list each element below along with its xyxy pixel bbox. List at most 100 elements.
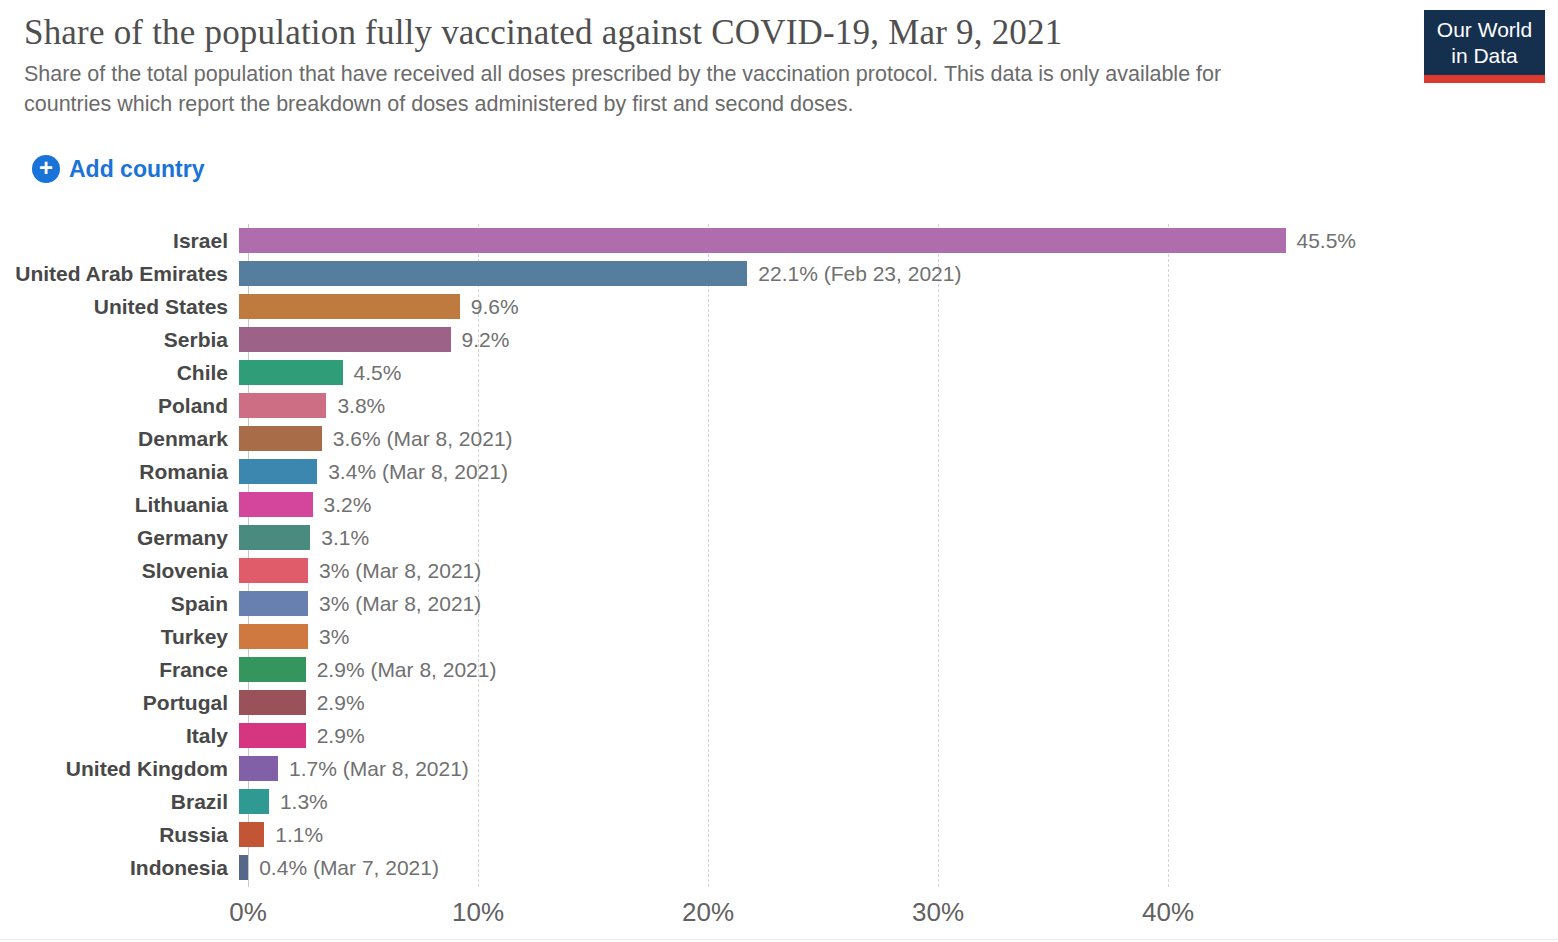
bar[interactable] — [239, 690, 306, 715]
bar-value-label: 2.9% — [317, 691, 365, 715]
chart-row: Serbia 9.2% — [0, 323, 1558, 356]
chart-row: Chile 4.5% — [0, 356, 1558, 389]
x-tick-label: 10% — [452, 897, 504, 928]
bar[interactable] — [239, 624, 308, 649]
country-label: Slovenia — [0, 559, 238, 583]
bar-value-label: 4.5% — [354, 361, 402, 385]
country-label: Brazil — [0, 790, 238, 814]
bar-value-label: 45.5% — [1297, 229, 1357, 253]
x-tick-label: 0% — [229, 897, 267, 928]
bar[interactable] — [239, 657, 306, 682]
chart-row: France 2.9% (Mar 8, 2021) — [0, 653, 1558, 686]
bar-value-label: 3.8% — [337, 394, 385, 418]
country-label: France — [0, 658, 238, 682]
chart-subtitle: Share of the total population that have … — [24, 59, 1299, 119]
bar[interactable] — [239, 393, 326, 418]
page-title: Share of the population fully vaccinated… — [24, 10, 1404, 56]
owid-logo-line1: Our World — [1428, 17, 1541, 43]
chart-row: Spain 3% (Mar 8, 2021) — [0, 587, 1558, 620]
country-label: Russia — [0, 823, 238, 847]
bar-value-label: 3% (Mar 8, 2021) — [319, 559, 481, 583]
bar-value-label: 3.6% (Mar 8, 2021) — [333, 427, 513, 451]
bar[interactable] — [239, 294, 460, 319]
x-tick-label: 20% — [682, 897, 734, 928]
bar-value-label: 3.4% (Mar 8, 2021) — [328, 460, 508, 484]
x-tick-label: 30% — [912, 897, 964, 928]
bar[interactable] — [239, 360, 343, 385]
country-label: Chile — [0, 361, 238, 385]
bar[interactable] — [239, 261, 747, 286]
owid-logo-text: Our World in Data — [1424, 10, 1545, 75]
bar-chart: Israel 45.5% United Arab Emirates 22.1% (Fe… — [0, 224, 1558, 933]
bar[interactable] — [239, 855, 248, 880]
bar-value-label: 1.7% (Mar 8, 2021) — [289, 757, 469, 781]
owid-logo-line2: in Data — [1428, 43, 1541, 69]
add-country-label: Add country — [69, 156, 204, 183]
bar-value-label: 3% (Mar 8, 2021) — [319, 592, 481, 616]
bar-value-label: 1.1% — [275, 823, 323, 847]
bar-value-label: 22.1% (Feb 23, 2021) — [758, 262, 961, 286]
chart-row: United Arab Emirates 22.1% (Feb 23, 2021) — [0, 257, 1558, 290]
country-label: Serbia — [0, 328, 238, 352]
x-axis: 0%10%20%30%40% — [248, 891, 1558, 933]
chart-row: Slovenia 3% (Mar 8, 2021) — [0, 554, 1558, 587]
chart-header: Share of the population fully vaccinated… — [0, 0, 1558, 119]
owid-logo-red-bar — [1424, 75, 1545, 83]
bar[interactable] — [239, 327, 451, 352]
chart-row: Italy 2.9% — [0, 719, 1558, 752]
chart-rows: Israel 45.5% United Arab Emirates 22.1% (Fe… — [0, 224, 1558, 884]
bar[interactable] — [239, 228, 1286, 253]
bar-value-label: 3.1% — [321, 526, 369, 550]
add-country-button[interactable]: + Add country — [32, 155, 204, 183]
bar[interactable] — [239, 789, 269, 814]
owid-logo[interactable]: Our World in Data — [1424, 10, 1545, 83]
country-label: Indonesia — [0, 856, 238, 880]
chart-row: Germany 3.1% — [0, 521, 1558, 554]
country-label: United States — [0, 295, 238, 319]
bar-value-label: 0.4% (Mar 7, 2021) — [259, 856, 439, 880]
chart-row: Romania 3.4% (Mar 8, 2021) — [0, 455, 1558, 488]
country-label: Romania — [0, 460, 238, 484]
bar-value-label: 3.2% — [324, 493, 372, 517]
chart-row: Lithuania 3.2% — [0, 488, 1558, 521]
bar[interactable] — [239, 822, 264, 847]
bar[interactable] — [239, 426, 322, 451]
chart-row: Turkey 3% — [0, 620, 1558, 653]
chart-row: Indonesia 0.4% (Mar 7, 2021) — [0, 851, 1558, 884]
country-label: Lithuania — [0, 493, 238, 517]
country-label: Poland — [0, 394, 238, 418]
chart-row: United States 9.6% — [0, 290, 1558, 323]
x-tick-label: 40% — [1142, 897, 1194, 928]
chart-row: Brazil 1.3% — [0, 785, 1558, 818]
bar-value-label: 9.6% — [471, 295, 519, 319]
bar-value-label: 1.3% — [280, 790, 328, 814]
country-label: Denmark — [0, 427, 238, 451]
bar-value-label: 9.2% — [462, 328, 510, 352]
country-label: United Arab Emirates — [0, 262, 238, 286]
chart-row: Poland 3.8% — [0, 389, 1558, 422]
chart-row: Russia 1.1% — [0, 818, 1558, 851]
country-label: Turkey — [0, 625, 238, 649]
country-label: United Kingdom — [0, 757, 238, 781]
bar[interactable] — [239, 723, 306, 748]
country-label: Germany — [0, 526, 238, 550]
chart-row: United Kingdom 1.7% (Mar 8, 2021) — [0, 752, 1558, 785]
bar[interactable] — [239, 756, 278, 781]
bar[interactable] — [239, 525, 310, 550]
country-label: Portugal — [0, 691, 238, 715]
chart-row: Denmark 3.6% (Mar 8, 2021) — [0, 422, 1558, 455]
country-label: Israel — [0, 229, 238, 253]
bar-value-label: 3% — [319, 625, 349, 649]
bar-value-label: 2.9% — [317, 724, 365, 748]
chart-row: Portugal 2.9% — [0, 686, 1558, 719]
bar[interactable] — [239, 591, 308, 616]
bar[interactable] — [239, 492, 313, 517]
chart-row: Israel 45.5% — [0, 224, 1558, 257]
plus-icon: + — [32, 155, 60, 183]
country-label: Italy — [0, 724, 238, 748]
bar[interactable] — [239, 558, 308, 583]
country-label: Spain — [0, 592, 238, 616]
bar-value-label: 2.9% (Mar 8, 2021) — [317, 658, 497, 682]
bar[interactable] — [239, 459, 317, 484]
bottom-divider — [0, 939, 1558, 940]
